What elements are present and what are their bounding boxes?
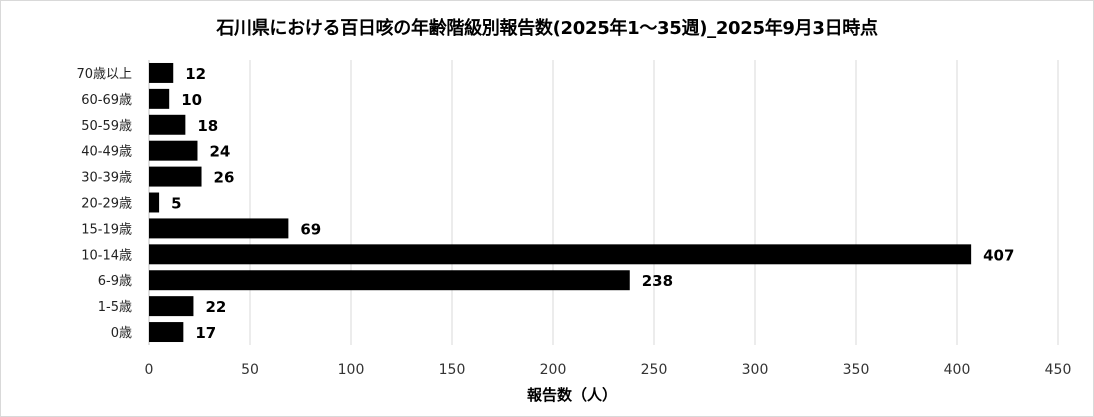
data-label: 12 [185, 65, 206, 83]
data-label: 18 [197, 117, 218, 135]
bar [149, 62, 174, 83]
data-label: 17 [195, 324, 216, 342]
x-tick-label: 0 [145, 362, 154, 378]
x-tick-label: 450 [1045, 362, 1072, 378]
data-label: 22 [205, 298, 226, 316]
bar [149, 114, 186, 135]
y-category-label: 10-14歳 [81, 248, 132, 263]
x-tick-label: 150 [439, 362, 466, 378]
y-category-label: 15-19歳 [81, 222, 132, 237]
data-label: 24 [209, 143, 230, 161]
y-category-label: 1-5歳 [98, 300, 132, 315]
x-tick-label: 200 [540, 362, 567, 378]
x-tick-label: 100 [338, 362, 365, 378]
data-label: 69 [300, 220, 321, 238]
y-category-label: 6-9歳 [98, 274, 132, 289]
data-label: 26 [214, 169, 235, 187]
data-label: 10 [181, 91, 202, 109]
y-category-label: 0歳 [111, 326, 132, 341]
data-label: 238 [642, 272, 673, 290]
y-category-label: 60-69歳 [81, 93, 132, 108]
y-category-label: 20-29歳 [81, 197, 132, 212]
y-category-label: 50-59歳 [81, 119, 132, 134]
y-category-label: 70歳以上 [76, 67, 132, 82]
x-tick-label: 300 [742, 362, 769, 378]
x-tick-label: 50 [241, 362, 259, 378]
y-category-label: 30-39歳 [81, 171, 132, 186]
bar [149, 192, 160, 213]
x-tick-label: 400 [944, 362, 971, 378]
bar [149, 140, 198, 161]
bar [149, 166, 202, 187]
bar [149, 88, 170, 109]
x-tick-label: 350 [843, 362, 870, 378]
x-axis-title: 報告数（人） [526, 386, 617, 404]
bar [149, 270, 630, 291]
y-category-label: 40-49歳 [81, 145, 132, 160]
chart-title: 石川県における百日咳の年齢階級別報告数(2025年1～35週)_2025年9月3… [216, 18, 878, 39]
data-label: 5 [171, 195, 181, 213]
data-label: 407 [983, 246, 1014, 264]
bar [149, 322, 184, 343]
x-tick-label: 250 [641, 362, 668, 378]
bar [149, 218, 289, 239]
bar [149, 244, 972, 265]
bar [149, 296, 194, 317]
